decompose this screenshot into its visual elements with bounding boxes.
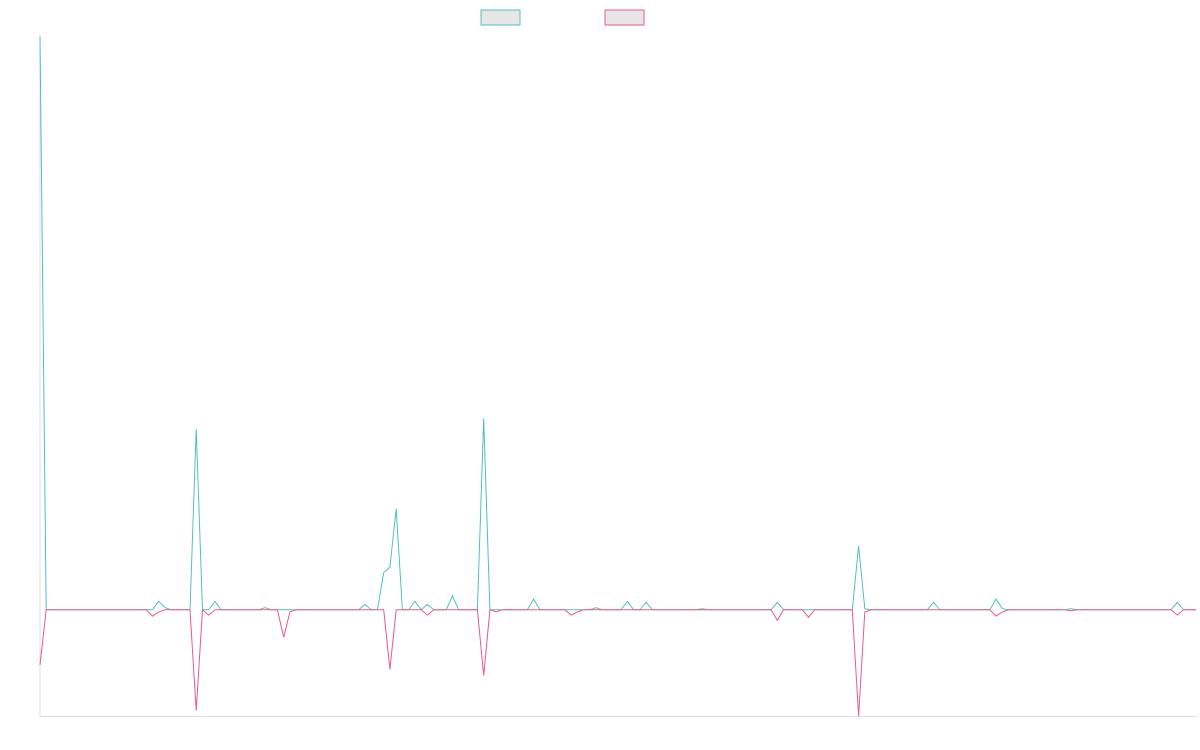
legend xyxy=(480,9,645,26)
series-layer xyxy=(39,35,1196,717)
plot-area xyxy=(39,35,1196,717)
legend-swatch-series-b[interactable] xyxy=(604,9,645,26)
legend-swatch-series-a[interactable] xyxy=(480,9,521,26)
series-line-b xyxy=(39,608,1196,717)
series-line-a xyxy=(39,35,1196,611)
